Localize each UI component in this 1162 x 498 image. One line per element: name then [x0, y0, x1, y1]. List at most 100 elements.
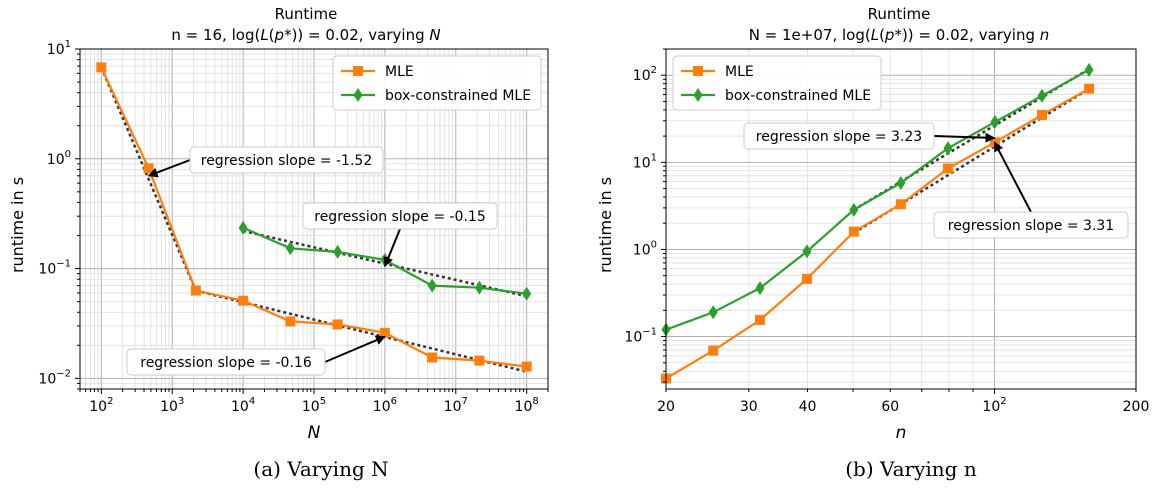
series-lines [665, 68, 1090, 380]
data-point [708, 305, 718, 320]
y-tick-label: 100 [633, 239, 657, 258]
data-point [521, 361, 532, 372]
annotation-arrow [993, 141, 1032, 213]
series-line [665, 68, 1090, 331]
data-point [522, 286, 532, 301]
chart-varying-n: Runtime N = 1e+07, log(L(p*)) = 0.02, va… [596, 5, 1149, 443]
legend-marker [353, 88, 363, 102]
chart-varying-N: Runtime n = 16, log(L(p*)) = 0.02, varyi… [8, 5, 549, 443]
data-point [848, 226, 859, 237]
data-point [427, 278, 437, 293]
legend-marker [353, 66, 363, 76]
annotation-arrow [933, 132, 996, 143]
legend-label: box-constrained MLE [725, 88, 871, 104]
annotation-arrow [147, 159, 191, 178]
annotation-text: regression slope = 3.23 [756, 129, 922, 145]
annotation-text: regression slope = -0.15 [314, 209, 485, 225]
data-point [333, 244, 343, 259]
x-tick-label: 20 [657, 399, 675, 415]
legend-box [672, 55, 882, 111]
x-axis-label: N [308, 423, 321, 443]
x-axis-label: n [896, 423, 907, 443]
x-tick-label: 108 [515, 396, 539, 415]
data-point [285, 316, 296, 327]
data-point [238, 295, 249, 306]
data-point [285, 241, 295, 256]
y-tick-label: 10−1 [38, 259, 71, 278]
x-tick-label: 102 [982, 396, 1006, 415]
chart-title: Runtime [868, 5, 931, 23]
y-tick-label: 101 [47, 39, 71, 58]
annotation-box [126, 348, 326, 376]
x-tick-label: 107 [444, 396, 468, 415]
plot-frame [665, 48, 1137, 390]
x-tick-label: 106 [373, 396, 397, 415]
regression-line [853, 87, 1090, 234]
y-tick-label: 102 [633, 65, 657, 84]
x-tick-label: 104 [231, 396, 255, 415]
data-point [755, 314, 766, 325]
legend: MLE box-constrained MLE [332, 55, 542, 111]
data-point [802, 244, 812, 259]
chart-title: Runtime [275, 5, 338, 23]
series-line [100, 66, 527, 368]
y-axis-label: runtime in s [596, 177, 615, 273]
data-point [708, 345, 719, 356]
data-point [801, 273, 812, 284]
x-tick-label: 105 [302, 396, 326, 415]
series-line [665, 87, 1090, 380]
series-markers [661, 62, 1095, 384]
axis-ticks: 20 30 40 60 102 200 10−1 100 101 102 [624, 48, 1150, 415]
legend: MLE box-constrained MLE [672, 55, 882, 111]
annotations: regression slope = 3.23 regression slope … [743, 122, 1129, 239]
chart-subtitle: n = 16, log(L(p*)) = 0.02, varying N [171, 26, 440, 44]
data-point [942, 163, 953, 174]
legend-box [332, 55, 542, 111]
data-point [1084, 83, 1095, 94]
legend-label: MLE [385, 64, 414, 80]
annotation-box [743, 122, 935, 150]
x-tick-label: 60 [881, 399, 899, 415]
x-tick-label: 200 [1123, 399, 1150, 415]
data-point [190, 285, 201, 296]
annotation-text: regression slope = 3.31 [948, 218, 1114, 234]
y-tick-label: 100 [47, 149, 71, 168]
x-tick-label: 103 [160, 396, 184, 415]
annotations: regression slope = -1.52 regression slope… [126, 146, 498, 376]
y-axis-label: runtime in s [8, 177, 27, 273]
data-point [849, 202, 859, 217]
data-point [143, 163, 154, 174]
data-point [990, 115, 1000, 130]
y-tick-label: 101 [633, 152, 657, 171]
annotation-arrow [324, 335, 386, 363]
y-tick-label: 10−1 [624, 327, 657, 346]
annotation-arrow [383, 228, 401, 268]
annotation-box [933, 211, 1129, 239]
data-point [943, 141, 953, 156]
x-tick-label: 102 [89, 396, 113, 415]
caption-a: (a) Varying N [253, 457, 388, 481]
annotation-box [302, 202, 498, 230]
data-point [96, 62, 107, 73]
caption-b: (b) Varying n [845, 457, 977, 481]
legend-label: box-constrained MLE [385, 88, 531, 104]
legend-marker [693, 88, 703, 102]
regression-line [100, 66, 197, 292]
x-tick-label: 30 [740, 399, 758, 415]
x-tick-label: 40 [799, 399, 817, 415]
data-point [474, 355, 485, 366]
data-point [474, 280, 484, 295]
axis-ticks: 102 103 104 105 106 107 108 10−2 10−1 100 101 [38, 39, 549, 415]
data-point [895, 199, 906, 210]
chart-subtitle: N = 1e+07, log(L(p*)) = 0.02, varying n [749, 26, 1050, 44]
y-tick-label: 10−2 [38, 368, 71, 387]
data-point [1084, 62, 1094, 77]
data-point [896, 175, 906, 190]
data-point [427, 352, 438, 363]
data-point [755, 281, 765, 296]
annotation-text: regression slope = -0.16 [140, 355, 312, 371]
data-point [332, 319, 343, 330]
legend-label: MLE [725, 64, 754, 80]
data-point [238, 220, 248, 235]
